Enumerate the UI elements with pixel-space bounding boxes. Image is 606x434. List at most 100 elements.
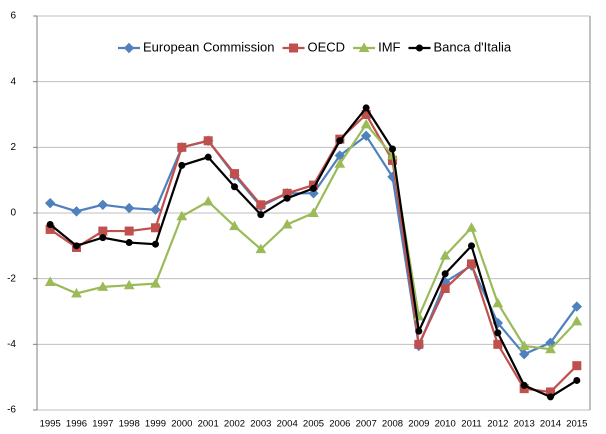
x-tick-label: 2011 [461, 419, 481, 430]
data-point [414, 339, 424, 349]
series-line [49, 106, 578, 399]
x-tick-label: 1995 [40, 419, 61, 430]
data-point [177, 142, 187, 152]
data-point [468, 242, 475, 250]
data-point [97, 281, 109, 291]
x-tick-label: 2012 [487, 419, 508, 430]
x-tick-label: 2008 [382, 419, 403, 430]
data-point [124, 226, 134, 236]
data-point [283, 194, 291, 202]
data-point [545, 343, 556, 354]
y-tick-label: 4 [10, 76, 16, 87]
legend-marker [123, 42, 135, 54]
x-tick-label: 1999 [145, 419, 166, 430]
x-tick-label: 2005 [303, 419, 324, 430]
y-tick-label: 0 [10, 208, 16, 219]
data-point [573, 376, 581, 384]
data-point [572, 361, 582, 371]
data-point [176, 210, 188, 221]
data-point [493, 339, 503, 349]
data-point [492, 297, 504, 308]
x-tick-label: 2002 [224, 419, 245, 430]
data-point [336, 137, 344, 145]
data-point [571, 301, 583, 312]
data-point [518, 348, 530, 360]
y-tick-label: -2 [7, 273, 16, 284]
data-point [44, 276, 56, 286]
data-point [230, 169, 239, 179]
legend-marker [415, 44, 423, 52]
data-point [281, 218, 293, 229]
series-line [49, 122, 578, 351]
data-point [152, 240, 159, 248]
data-point [547, 393, 554, 401]
data-point [150, 204, 161, 215]
data-point [439, 250, 451, 260]
x-tick-label: 2014 [540, 419, 561, 430]
data-point [231, 183, 238, 191]
x-tick-label: 2015 [566, 419, 587, 430]
data-point [151, 223, 160, 233]
x-tick-label: 2001 [198, 419, 219, 430]
data-point [308, 207, 319, 217]
x-tick-label: 2013 [514, 419, 535, 430]
data-point [360, 130, 372, 142]
data-point [255, 243, 267, 254]
data-point [202, 195, 214, 206]
data-point [440, 284, 450, 294]
y-tick-label: 6 [10, 11, 16, 22]
data-point [256, 200, 266, 210]
data-point [46, 220, 54, 228]
x-tick-label: 1997 [92, 419, 113, 430]
data-point [204, 153, 212, 161]
x-tick-label: 2009 [408, 419, 429, 430]
data-point [150, 278, 161, 288]
legend-label: IMF [378, 39, 400, 54]
x-tick-label: 2007 [356, 419, 377, 430]
legend-marker [358, 42, 370, 52]
data-point [203, 136, 213, 146]
data-point [441, 270, 449, 278]
legend-label: European Commission [143, 39, 275, 54]
data-point [518, 340, 530, 350]
data-point [229, 220, 240, 231]
data-point [123, 202, 135, 214]
x-tick-label: 2000 [171, 419, 192, 430]
data-point [71, 206, 82, 217]
data-point [99, 234, 107, 242]
data-point [257, 211, 265, 219]
data-point [97, 199, 109, 210]
data-point [98, 226, 108, 236]
x-tick-label: 2010 [435, 419, 456, 430]
data-point [415, 327, 423, 335]
legend-label: Banca d'Italia [433, 39, 511, 54]
data-point [125, 239, 133, 247]
data-point [466, 222, 477, 232]
data-point [520, 381, 528, 389]
y-tick-label: -6 [7, 405, 16, 416]
series-line [49, 112, 578, 394]
data-point [73, 242, 80, 250]
x-tick-label: 2004 [277, 419, 298, 430]
data-point [571, 315, 583, 326]
data-point [360, 118, 372, 129]
data-point [310, 184, 317, 192]
data-point [467, 259, 476, 269]
data-point [178, 161, 186, 169]
legend-marker [289, 43, 299, 53]
x-tick-label: 2006 [329, 419, 350, 430]
x-tick-label: 2003 [250, 419, 271, 430]
legend-label: OECD [308, 39, 346, 54]
y-tick-label: -4 [7, 339, 16, 350]
data-point [389, 145, 396, 153]
data-point [494, 329, 502, 337]
legend: European Commission OECD IMF Banca d'Italia [118, 39, 512, 54]
data-point [362, 104, 370, 112]
data-point [44, 197, 56, 209]
x-tick-label: 1998 [119, 419, 140, 430]
x-tick-label: 1996 [66, 419, 87, 430]
y-tick-label: 2 [10, 142, 16, 153]
data-point [71, 287, 82, 298]
data-point [334, 158, 346, 168]
